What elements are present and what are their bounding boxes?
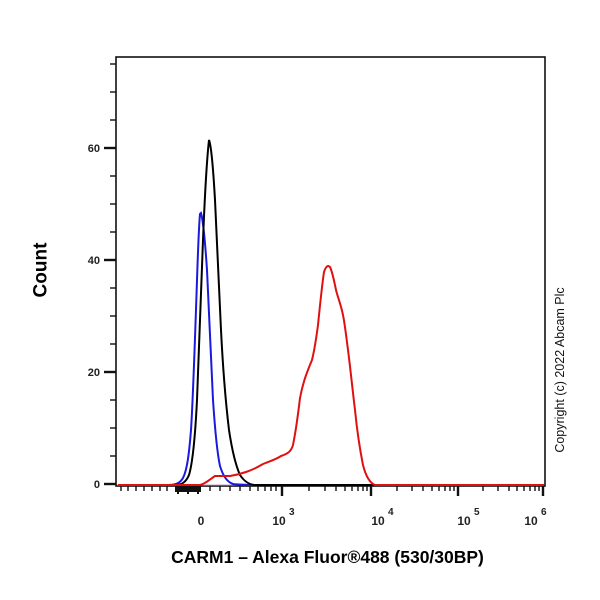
y-tick-labels: 0 20 40 60 [88, 143, 100, 491]
x-axis [120, 486, 545, 496]
x-tick-1e4: 10 [371, 514, 385, 528]
x-axis-label: CARM1 – Alexa Fluor®488 (530/30BP) [171, 547, 484, 567]
x-tick-1e3: 10 [272, 514, 286, 528]
x-tick-1e3-exp: 3 [289, 507, 295, 518]
x-tick-1e6: 10 [524, 514, 538, 528]
y-tick-0: 0 [94, 479, 100, 491]
x-tick-labels: 0 10 3 10 4 10 5 10 6 [198, 507, 547, 528]
series-black-curve [118, 139, 544, 486]
x-tick-1e6-exp: 6 [541, 507, 547, 518]
x-tick-0: 0 [198, 514, 205, 528]
y-tick-60: 60 [88, 143, 100, 155]
y-tick-20: 20 [88, 367, 100, 379]
series-red-curve [118, 265, 544, 486]
copyright-notice: Copyright (c) 2022 Abcam Plc [553, 287, 567, 453]
y-axis-label: Count [30, 242, 52, 298]
plot-frame [115, 56, 546, 487]
x-tick-1e4-exp: 4 [388, 507, 394, 518]
series-blue-curve [118, 211, 544, 486]
x-tick-1e5: 10 [457, 514, 471, 528]
y-tick-40: 40 [88, 255, 100, 267]
x-tick-1e5-exp: 5 [474, 507, 480, 518]
y-axis [104, 63, 116, 486]
